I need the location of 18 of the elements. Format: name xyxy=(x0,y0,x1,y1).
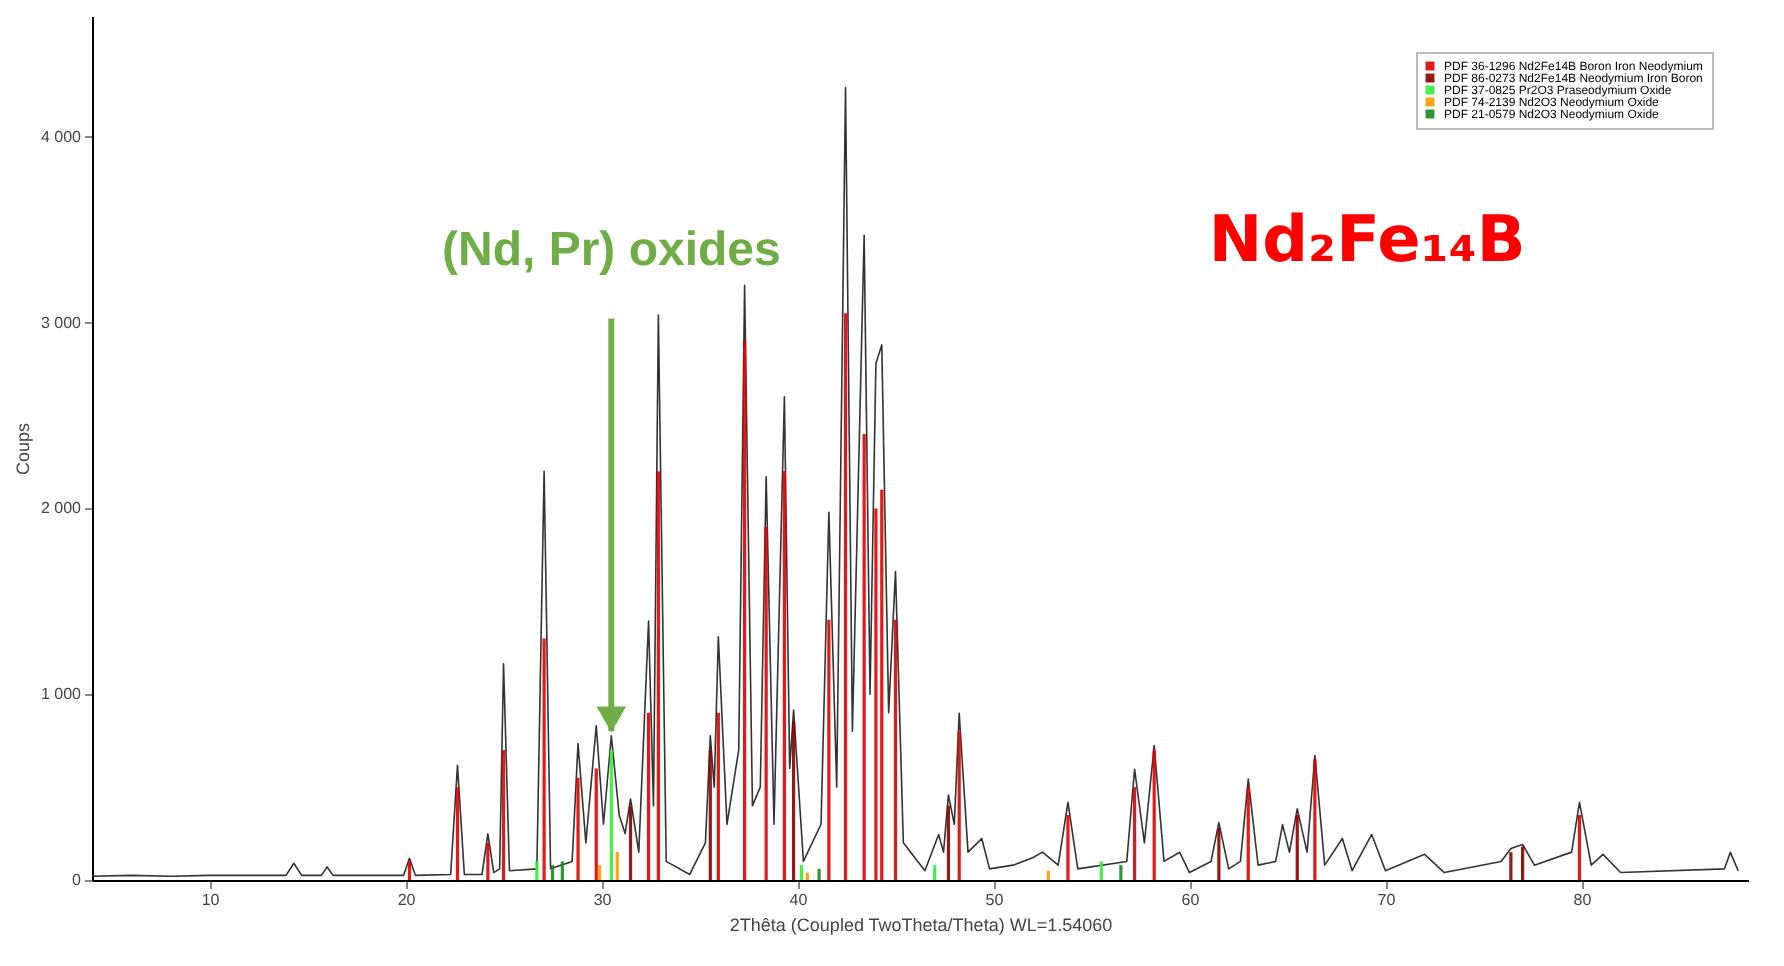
y-tick-label: 1 000 xyxy=(40,685,83,704)
x-tick-label: 70 xyxy=(1377,891,1397,909)
annotation: Nd₂Fe₁₄B xyxy=(1208,200,1526,277)
x-tick-label: 80 xyxy=(1573,891,1593,909)
y-tick-label: 0 xyxy=(72,871,83,889)
x-tick-label: 30 xyxy=(593,891,613,909)
y-axis-title: Coups xyxy=(12,421,33,476)
y-tick-label: 3 000 xyxy=(40,313,83,332)
x-axis-title: 2Thêta (Coupled TwoTheta/Theta) WL=1.54060 xyxy=(729,915,1113,935)
x-tick-label: 60 xyxy=(1181,891,1201,909)
y-tick-label: 4 000 xyxy=(40,127,83,146)
y-tick-label: 2 000 xyxy=(40,499,83,518)
x-tick-label: 50 xyxy=(985,891,1005,909)
x-tick-label: 10 xyxy=(201,891,221,909)
annotation: (Nd, Pr) oxides xyxy=(441,223,781,278)
line-series xyxy=(92,86,1739,878)
x-tick-label: 20 xyxy=(397,891,417,909)
x-tick-label: 40 xyxy=(789,891,809,909)
